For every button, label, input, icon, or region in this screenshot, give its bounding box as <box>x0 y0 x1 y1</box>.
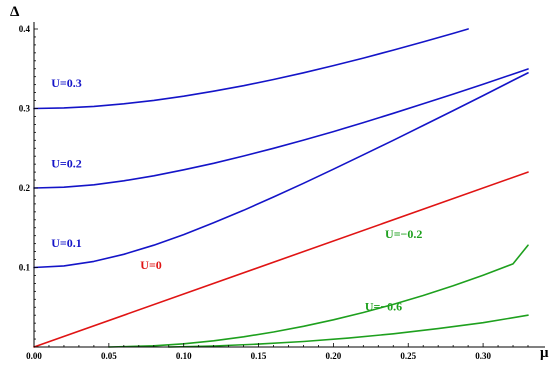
series-label-4: U=−0.2 <box>385 227 422 241</box>
labels-layer: 0.00 0.05 0.10 0.15 0.20 0.25 0.30 0.1 0.2 0.3 0.4… <box>10 4 549 361</box>
series-label-2: U=0.1 <box>51 236 82 250</box>
x-tick-label: 0.00 <box>26 351 42 361</box>
series-line-3 <box>33 171 529 348</box>
x-axis-title: μ <box>540 345 549 361</box>
y-tick-label: 0.3 <box>19 104 31 114</box>
y-tick-label: 0.1 <box>19 263 31 273</box>
series-label-1: U=0.2 <box>51 156 82 170</box>
x-tick-label: 0.10 <box>176 351 192 361</box>
x-tick-label: 0.25 <box>400 351 416 361</box>
series-line-5 <box>167 314 529 348</box>
series-line-0 <box>33 28 469 110</box>
series-label-0: U=0.3 <box>51 76 82 90</box>
series-label-5: U=−0.6 <box>365 299 402 313</box>
x-tick-label: 0.15 <box>251 351 267 361</box>
y-tick-label: 0.2 <box>19 183 31 193</box>
y-tick-label: 0.4 <box>19 24 31 34</box>
series-line-2 <box>33 72 529 269</box>
x-tick-label: 0.05 <box>101 351 117 361</box>
x-tick-label: 0.20 <box>326 351 342 361</box>
series-line-4 <box>108 244 529 348</box>
y-axis-title: Δ <box>10 4 20 20</box>
axes-layer <box>33 22 545 348</box>
series-line-1 <box>33 68 529 189</box>
x-tick-label: 0.30 <box>475 351 491 361</box>
curves-layer <box>33 28 529 348</box>
series-label-3: U=0 <box>140 258 162 272</box>
